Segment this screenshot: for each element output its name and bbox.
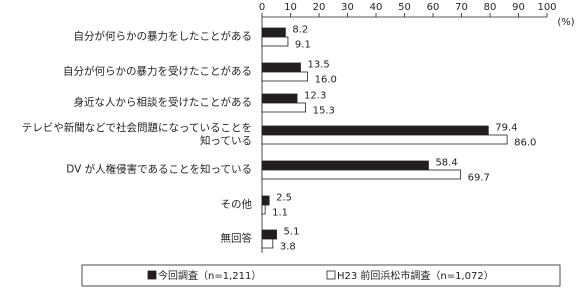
legend-marker [326, 270, 336, 280]
legend-label: H23 前回浜松市調査（n=1,072） [337, 269, 494, 282]
category-label: 身近な人から相談を受けたことがある [73, 96, 253, 109]
x-tick-label: 20 [313, 2, 326, 13]
bar [261, 195, 270, 206]
bar [261, 160, 429, 171]
value-label: 3.8 [280, 242, 296, 253]
value-label: 9.1 [295, 40, 311, 51]
category-label: 無回答 [220, 232, 253, 245]
x-tick-label: 90 [512, 2, 525, 13]
legend-marker [147, 270, 157, 280]
bar [261, 125, 489, 136]
value-label: 86.0 [514, 138, 536, 149]
value-label: 8.2 [292, 25, 308, 36]
category-label: テレビや新聞などで社会問題になっていることを 知っている [21, 122, 252, 147]
category-label: DV が人権侵害であることを知っている [66, 163, 252, 176]
value-label: 12.3 [304, 91, 326, 102]
bar [261, 93, 298, 104]
value-label: 16.0 [315, 75, 337, 86]
value-label: 79.4 [495, 123, 517, 134]
x-tick-label: 0 [259, 2, 265, 13]
value-label: 1.1 [272, 208, 288, 219]
category-label: その他 [220, 198, 253, 211]
bar [261, 36, 289, 47]
value-label: 69.7 [468, 173, 490, 184]
x-tick-label: 60 [427, 2, 440, 13]
value-label: 58.4 [435, 158, 457, 169]
x-tick-label: 50 [398, 2, 411, 13]
bar [261, 62, 301, 73]
category-label: 自分が何らかの暴力を受けたことがある [63, 65, 252, 78]
bar [261, 169, 462, 180]
bar [261, 134, 508, 145]
bar [261, 27, 286, 38]
bar [261, 238, 274, 249]
bar [261, 102, 307, 113]
bar [261, 204, 266, 215]
value-label: 2.5 [276, 193, 292, 204]
bar [261, 229, 277, 240]
x-tick-label: 80 [484, 2, 497, 13]
x-tick-label: 10 [284, 2, 297, 13]
legend-box [81, 264, 561, 287]
category-label: 自分が何らかの暴力をしたことがある [73, 30, 253, 43]
value-label: 13.5 [307, 60, 329, 71]
x-tick-label: 70 [455, 2, 468, 13]
legend-label: 今回調査（n=1,211） [158, 269, 261, 282]
value-label: 15.3 [313, 106, 335, 117]
x-tick-label: 30 [341, 2, 354, 13]
x-tick-label: 40 [370, 2, 383, 13]
bar [261, 71, 308, 82]
x-unit: (%) [557, 17, 574, 28]
x-tick-label: 100 [537, 2, 556, 13]
value-label: 5.1 [284, 227, 300, 238]
